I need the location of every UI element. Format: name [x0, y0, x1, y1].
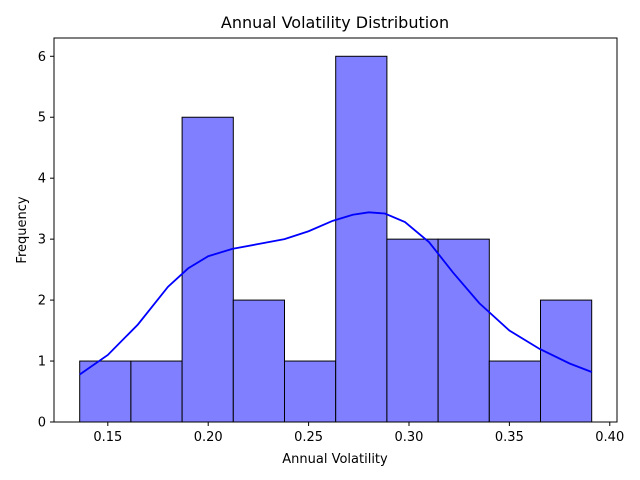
- axes-frame: [53, 37, 618, 423]
- x-tick-label: 0.30: [395, 430, 424, 445]
- histogram-bar-4: [284, 360, 337, 423]
- x-tick-label: 0.25: [294, 430, 323, 445]
- y-tick-label: 0: [38, 416, 46, 431]
- x-axis-label: Annual Volatility: [282, 452, 388, 467]
- histogram-bar-0: [79, 360, 132, 423]
- y-tick-label: 5: [38, 111, 46, 126]
- y-tick-label: 6: [38, 50, 46, 65]
- kde-curve: [79, 211, 593, 376]
- chart-title: Annual Volatility Distribution: [221, 13, 449, 32]
- x-tick-label: 0.35: [495, 430, 524, 445]
- y-tick-label: 3: [38, 233, 46, 248]
- y-axis-ticks: 0 1 2 3 4 5 6: [38, 50, 54, 431]
- x-tick-label: 0.15: [93, 430, 122, 445]
- histogram-bar-3: [232, 299, 286, 423]
- histogram-bar-2: [181, 116, 234, 423]
- y-tick-label: 4: [38, 172, 46, 187]
- histogram-bar-8: [488, 360, 542, 423]
- y-axis-label: Frequency: [15, 196, 30, 263]
- histogram-bar-7: [437, 238, 490, 423]
- histogram-bar-6: [386, 238, 439, 423]
- x-tick-label: 0.20: [194, 430, 223, 445]
- y-tick-label: 1: [38, 355, 46, 370]
- x-axis-ticks: 0.15 0.20 0.25 0.30 0.35 0.40: [93, 422, 624, 445]
- histogram-bar-1: [130, 360, 183, 423]
- y-tick-label: 2: [38, 294, 46, 309]
- x-tick-label: 0.40: [595, 430, 624, 445]
- histogram-bars: [79, 55, 593, 423]
- histogram-bar-5: [335, 55, 388, 423]
